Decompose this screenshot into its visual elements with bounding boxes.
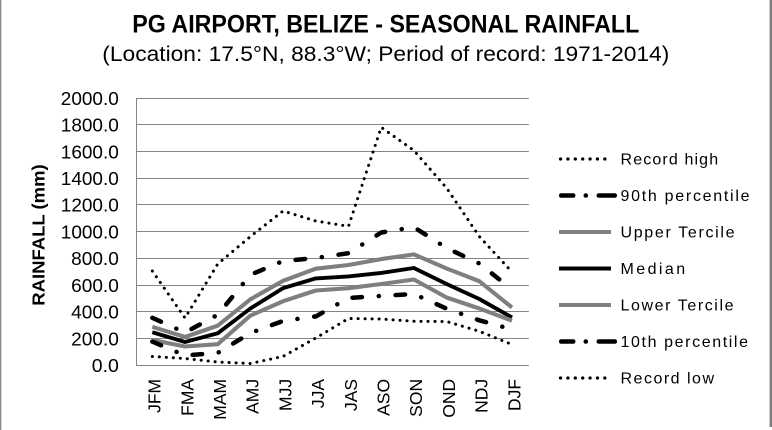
svg-text:Upper Tercile: Upper Tercile: [621, 225, 735, 242]
svg-text:2000.0: 2000.0: [61, 88, 119, 109]
svg-text:MJJ: MJJ: [275, 379, 295, 411]
svg-text:DJF: DJF: [504, 379, 524, 411]
svg-text:400.0: 400.0: [71, 302, 119, 323]
svg-text:JFM: JFM: [145, 379, 165, 413]
svg-text:PG AIRPORT, BELIZE - SEASONAL: PG AIRPORT, BELIZE - SEASONAL RAINFALL: [132, 11, 639, 39]
svg-text:JJA: JJA: [308, 379, 328, 409]
svg-text:Lower Tercile: Lower Tercile: [621, 298, 734, 315]
svg-text:600.0: 600.0: [71, 275, 119, 296]
svg-text:AMJ: AMJ: [243, 379, 263, 414]
svg-text:800.0: 800.0: [71, 248, 119, 269]
svg-text:Record low: Record low: [621, 371, 715, 388]
svg-text:1600.0: 1600.0: [61, 141, 119, 162]
svg-text:FMA: FMA: [177, 379, 197, 416]
svg-text:1800.0: 1800.0: [61, 115, 119, 136]
svg-text:10th percentile: 10th percentile: [621, 334, 749, 351]
svg-text:(Location: 17.5°N, 88.3°W; Per: (Location: 17.5°N, 88.3°W; Period of rec…: [102, 43, 669, 66]
svg-text:1400.0: 1400.0: [61, 168, 119, 189]
svg-text:SON: SON: [406, 379, 426, 417]
svg-text:JAS: JAS: [341, 379, 361, 411]
svg-text:200.0: 200.0: [71, 328, 119, 349]
svg-text:0.0: 0.0: [92, 355, 119, 376]
svg-text:NDJ: NDJ: [472, 379, 492, 413]
svg-text:MAM: MAM: [210, 379, 230, 420]
svg-text:Record high: Record high: [621, 152, 719, 169]
svg-text:OND: OND: [439, 379, 459, 418]
svg-text:1200.0: 1200.0: [61, 195, 119, 216]
svg-text:1000.0: 1000.0: [61, 221, 119, 242]
svg-text:RAINFALL (mm): RAINFALL (mm): [29, 164, 49, 305]
svg-text:Median: Median: [621, 261, 686, 278]
svg-text:ASO: ASO: [374, 379, 394, 416]
svg-text:90th percentile: 90th percentile: [621, 188, 750, 205]
